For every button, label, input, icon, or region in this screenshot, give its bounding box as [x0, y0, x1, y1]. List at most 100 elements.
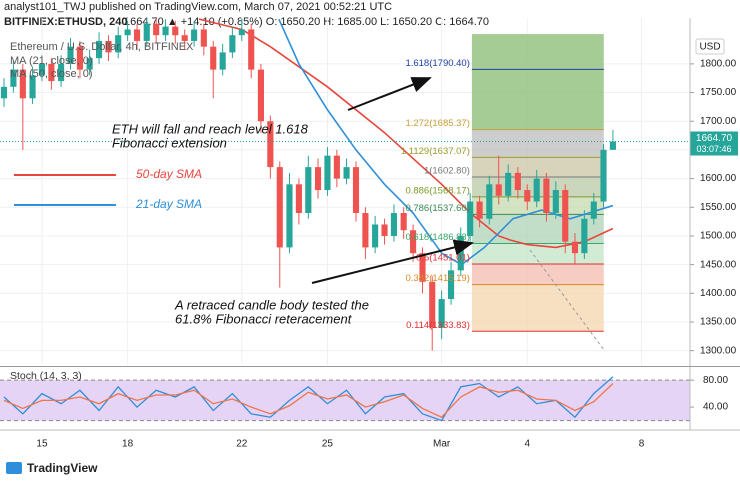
- chart-title: Ethereum / U.S. Dollar, 4h, BITFINEX: [10, 41, 194, 53]
- fib-label: 0.786(1537.60): [405, 203, 469, 214]
- x-tick-label: 8: [639, 439, 645, 450]
- y-tick-label: 40.00: [703, 402, 728, 413]
- indicator-label: MA (50, close, 0): [10, 68, 93, 80]
- candle-body: [429, 281, 436, 328]
- candle-body: [524, 190, 531, 202]
- x-tick-label: 4: [524, 439, 530, 450]
- x-tick-label: 15: [36, 439, 48, 450]
- candle-body: [438, 299, 445, 328]
- projection-line: [529, 249, 605, 351]
- legend-label: 21-day SMA: [135, 197, 202, 211]
- candle-body: [467, 201, 474, 236]
- candle-body: [305, 167, 312, 214]
- candle-body: [552, 190, 559, 214]
- candle-body: [343, 167, 350, 179]
- candle-body: [352, 167, 360, 214]
- candle-body: [267, 121, 274, 168]
- currency: USD: [699, 42, 720, 53]
- candle-body: [600, 149, 607, 202]
- candle-body: [333, 155, 340, 179]
- y-tick-label: 1300.00: [700, 345, 737, 356]
- y-tick-label: 1450.00: [700, 259, 737, 270]
- publisher: analyst101_TWJ published on TradingView.…: [4, 1, 392, 13]
- candle-body: [105, 40, 112, 53]
- fib-label: 1.272(1685.37): [405, 118, 469, 129]
- stoch-title: Stoch (14, 3, 3): [10, 370, 82, 382]
- candle-body: [486, 184, 493, 219]
- candle-body: [210, 46, 217, 70]
- annotation: A retraced candle body tested the: [174, 297, 369, 312]
- candle-body: [543, 178, 550, 214]
- fib-zone: [471, 264, 604, 285]
- candle-body: [162, 26, 169, 36]
- candle-body: [38, 63, 46, 76]
- y-tick-label: 1500.00: [700, 231, 737, 242]
- y-tick-label: 1600.00: [700, 173, 737, 184]
- overlay: 15 18 22 25 Mar 4 8 1300.00 1350.00 1400.00 1450.0…: [10, 38, 738, 450]
- fib-zone: [471, 243, 604, 265]
- candle-body: [58, 63, 65, 82]
- annotation: 61.8% Fibonacci reteracement: [175, 311, 353, 326]
- candle-body: [276, 167, 283, 248]
- currency-box: [695, 38, 725, 55]
- y-tick-label: 1800.00: [700, 59, 737, 70]
- candle-body: [609, 141, 616, 150]
- candle-body: [505, 172, 512, 196]
- fib-zone: [471, 157, 604, 177]
- fib-label: 1.618(1790.40): [405, 58, 469, 69]
- candle-body: [95, 40, 103, 59]
- fib-label: 0.886(1568.17): [405, 185, 469, 196]
- annotation: Fibonacci extension: [112, 135, 227, 150]
- arrow-up: [347, 77, 432, 111]
- candle-body: [200, 29, 207, 47]
- candle-body: [238, 29, 245, 36]
- candle-body: [181, 35, 188, 41]
- fib-zone: [471, 284, 604, 332]
- sma-line: [278, 18, 614, 266]
- fib-zone: [471, 34, 604, 130]
- candle-body: [419, 253, 426, 282]
- candle-body: [133, 29, 141, 41]
- candle-body: [86, 58, 93, 70]
- candle-body: [514, 172, 521, 191]
- x-tick-label: Mar: [433, 439, 451, 450]
- quote: 1664.70 ▲ +14.10 (+0.85%) O: 1650.20 H: …: [124, 16, 489, 28]
- arrow-retrace: [311, 239, 474, 284]
- price-pane: [0, 18, 690, 365]
- y-tick-label: 1400.00: [700, 288, 737, 299]
- candle-body: [219, 52, 226, 70]
- candle-body: [476, 201, 483, 219]
- candle-body: [390, 213, 398, 236]
- y-tick-label: 1700.00: [700, 116, 737, 127]
- candle-body: [447, 270, 455, 300]
- candle-body: [0, 86, 8, 99]
- candle-body: [115, 35, 122, 53]
- stoch-line: [3, 383, 614, 418]
- symbol: BITFINEX:ETHUSD, 240: [4, 16, 127, 28]
- candle-body: [400, 213, 407, 231]
- logo: [6, 462, 22, 474]
- y-tick-label: 1350.00: [700, 317, 737, 328]
- candle-body: [229, 35, 236, 53]
- candle-body: [590, 201, 597, 219]
- candle-body: [29, 75, 36, 99]
- y-tick-label: 1750.00: [700, 87, 737, 98]
- fib-label: 0.5(1451.01): [416, 253, 470, 264]
- footer: TradingView: [6, 461, 98, 475]
- candle-body: [286, 184, 293, 248]
- candle-body: [10, 69, 17, 87]
- x-tick-label: 22: [236, 439, 248, 450]
- y-tick-label: 80.00: [703, 375, 728, 386]
- candle-body: [191, 29, 198, 41]
- price-box: [690, 131, 738, 156]
- candle-body: [571, 241, 579, 254]
- fib-label: 0.114(1333.83): [406, 320, 470, 331]
- fib-label: 1(1602.80): [424, 166, 470, 177]
- stoch-band: [0, 380, 690, 421]
- candle-body: [562, 190, 569, 242]
- legend-label: 50-day SMA: [136, 167, 202, 181]
- candle-body: [67, 46, 74, 64]
- fib-label: 0.382(1415.19): [405, 273, 469, 284]
- fib-zone: [471, 129, 604, 158]
- candle-body: [314, 167, 322, 191]
